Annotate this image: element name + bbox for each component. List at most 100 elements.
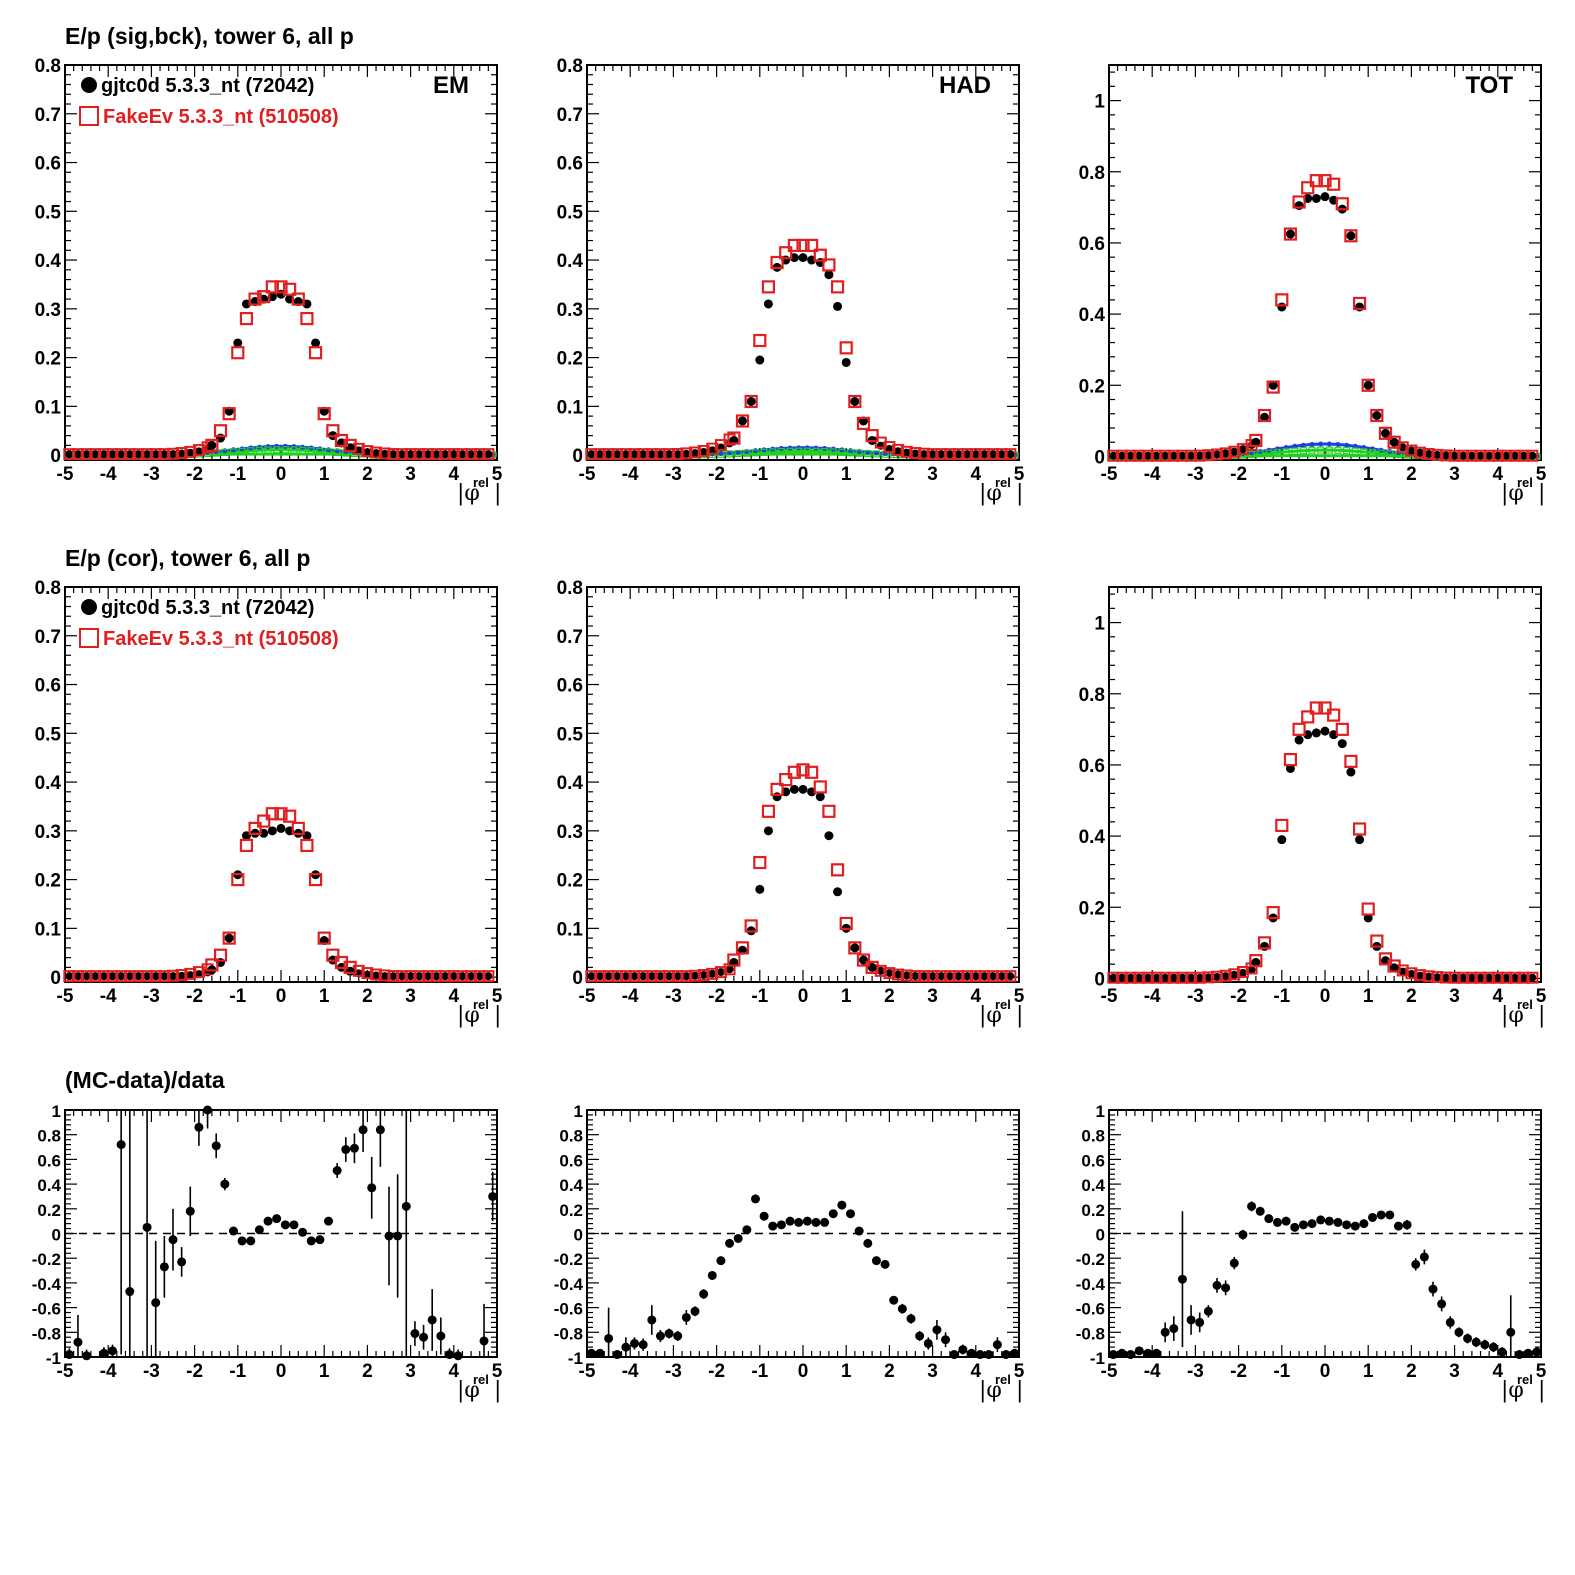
tail-point-mc: [1422, 970, 1435, 983]
tail-point-mc: [1526, 971, 1539, 984]
y-tick-label: 0.8: [559, 1127, 583, 1146]
x-tick-label: -5: [57, 986, 74, 1007]
bck-point-mc: [324, 448, 333, 456]
x-tick-label: -3: [665, 464, 682, 485]
data-point: [1385, 1210, 1395, 1220]
data-point: [1277, 302, 1287, 312]
mc-point: [839, 341, 853, 355]
x-tick-label: -1: [229, 1361, 246, 1382]
bck-point-mc: [264, 446, 272, 454]
tail-point-mc: [1509, 971, 1522, 984]
x-axis-label-sup: rel: [995, 997, 1011, 1012]
bck-point-mc: [820, 448, 829, 456]
tail-point-data: [1424, 449, 1433, 458]
tail-point-data: [1502, 973, 1511, 982]
x-tick-label: 2: [1406, 1361, 1417, 1382]
data-point: [1268, 380, 1278, 390]
data-point: [1359, 1219, 1369, 1229]
x-tick-label: -4: [1144, 1361, 1161, 1382]
y-tick-label: 0: [50, 446, 61, 467]
legend-label-data: gjtc0d 5.3.3_nt (72042): [101, 597, 314, 619]
bck-point-mc: [1377, 449, 1385, 457]
data-point: [1380, 428, 1390, 438]
x-tick-label: 0: [1320, 1361, 1331, 1382]
mc-point: [274, 280, 288, 294]
tail-point-data: [1238, 968, 1247, 977]
x-axis-label-close: |: [1016, 1003, 1023, 1028]
tail-point-data: [1519, 451, 1528, 460]
tail-point-data: [621, 450, 630, 459]
x-tick-label: 3: [927, 1361, 938, 1382]
x-tick-label: 5: [492, 1361, 503, 1382]
data-point: [116, 1140, 126, 1150]
data-point: [168, 1235, 178, 1245]
tail-point-mc: [482, 970, 495, 983]
tail-point-mc: [447, 970, 460, 983]
mc-point: [283, 809, 297, 823]
data-point: [738, 416, 748, 426]
data-point: [64, 1350, 74, 1360]
x-tick-label: 3: [1449, 464, 1460, 485]
tail-point-data: [82, 972, 91, 981]
data-point: [1117, 1348, 1127, 1358]
data-point: [1285, 763, 1295, 773]
bck-point-mc: [725, 450, 734, 458]
bck-point-mc: [221, 448, 229, 457]
data-point: [984, 1350, 994, 1360]
x-tick-label: 4: [449, 986, 460, 1007]
x-tick-label: 2: [884, 986, 895, 1007]
data-point: [384, 1231, 394, 1241]
x-axis-label-sup: rel: [995, 1372, 1011, 1387]
data-point: [1393, 1221, 1403, 1231]
data-point: [837, 1200, 847, 1210]
data-point: [871, 1256, 881, 1266]
data-point: [664, 1329, 674, 1339]
y-tick-label: 0.6: [557, 154, 583, 175]
mc-point: [1318, 701, 1332, 715]
tail-point-data: [1006, 972, 1015, 981]
tail-point-mc: [645, 970, 658, 983]
tail-point-mc: [697, 444, 710, 457]
x-tick-label: -1: [229, 986, 246, 1007]
tail-point-data: [467, 450, 476, 459]
bck-point-mc: [734, 449, 742, 458]
tail-point-mc: [1500, 449, 1513, 462]
tail-point-mc: [883, 967, 896, 980]
y-tick-label: 0.5: [35, 202, 62, 223]
tail-point-mc: [1483, 971, 1496, 984]
x-tick-label: 2: [1406, 986, 1417, 1007]
bck-point-mc: [872, 450, 881, 458]
tail-point-mc: [184, 445, 197, 458]
tail-point-mc: [611, 970, 624, 983]
mc-point: [839, 916, 853, 931]
x-tick-label: -5: [57, 464, 74, 485]
y-tick-label: 0: [574, 1226, 583, 1245]
tail-point-mc: [1193, 971, 1206, 984]
tail-point-data: [91, 450, 100, 459]
x-tick-label: 1: [319, 986, 330, 1007]
y-tick-label: 0.7: [35, 105, 61, 126]
y-tick-label: 0.4: [557, 251, 584, 272]
data-point: [393, 1231, 403, 1241]
x-tick-label: 1: [1363, 464, 1374, 485]
bck-point-mc: [247, 447, 255, 455]
tail-point-data: [1441, 451, 1450, 460]
mc-point: [1327, 177, 1341, 191]
data-point: [1363, 913, 1373, 923]
tail-point-mc: [1517, 971, 1530, 984]
data-point: [850, 396, 860, 406]
bck-point-mc: [1351, 447, 1359, 455]
tail-point-data: [613, 450, 622, 459]
legend-marker-mc: [79, 628, 99, 648]
mc-point: [865, 960, 879, 974]
data-point: [763, 826, 773, 836]
tail-point-data: [1407, 970, 1416, 979]
bck-point-mc: [1325, 446, 1333, 454]
mc-point: [848, 394, 862, 409]
bck-point-mc: [777, 448, 786, 456]
data-point: [1402, 1220, 1412, 1230]
data-point: [1419, 1252, 1429, 1262]
y-tick-label: 0.8: [557, 56, 583, 77]
x-tick-label: 5: [492, 986, 503, 1007]
